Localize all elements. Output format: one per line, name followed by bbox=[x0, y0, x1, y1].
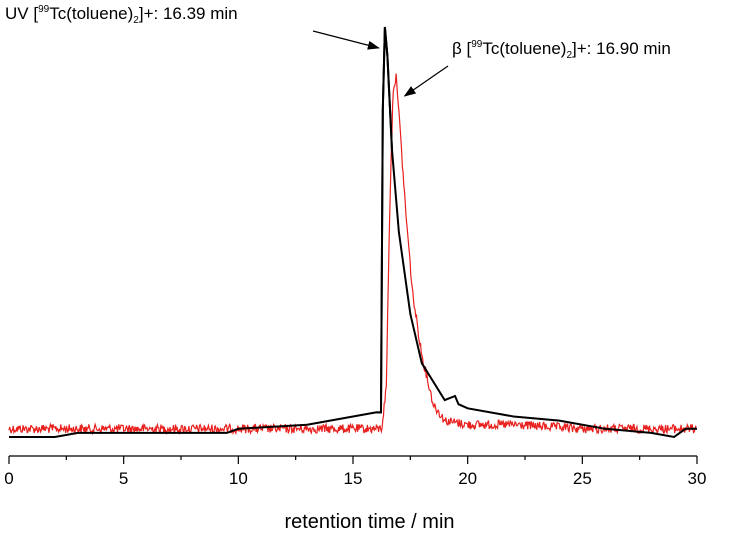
annotation-arrows bbox=[312, 30, 449, 97]
beta-annotation-prefix: β [ bbox=[452, 39, 472, 58]
uv-annotation-subscript: 2 bbox=[133, 15, 139, 26]
x-tick-label: 25 bbox=[573, 469, 592, 488]
uv-annotation-prefix: UV [ bbox=[5, 4, 39, 23]
series-group bbox=[8, 26, 697, 439]
beta-peak-annotation: β [99Tc(toluene)2]+: 16.90 min bbox=[452, 40, 671, 61]
x-tick-label: 10 bbox=[229, 469, 248, 488]
x-tick-label: 15 bbox=[344, 469, 363, 488]
x-axis: 0 5 10 15 20 25 30 bbox=[4, 455, 707, 488]
beta-trace-line bbox=[8, 73, 697, 436]
uv-annotation-isotope: 99 bbox=[38, 4, 50, 15]
beta-annotation-compound: Tc(toluene) bbox=[482, 39, 567, 58]
x-tick-label: 30 bbox=[688, 469, 707, 488]
beta-annotation-suffix: ]+: 16.90 min bbox=[572, 39, 671, 58]
x-axis-label: retention time / min bbox=[284, 511, 455, 533]
x-tick-label: 20 bbox=[458, 469, 477, 488]
uv-annotation-suffix: ]+: 16.39 min bbox=[138, 4, 238, 23]
beta-annotation-isotope: 99 bbox=[471, 39, 483, 50]
beta-annotation-arrow bbox=[403, 65, 449, 97]
uv-peak-annotation: UV [99Tc(toluene)2]+: 16.39 min bbox=[5, 5, 238, 26]
beta-annotation-subscript: 2 bbox=[566, 50, 573, 61]
x-tick-label: 5 bbox=[119, 469, 128, 488]
uv-annotation-compound: Tc(toluene) bbox=[49, 4, 134, 23]
x-tick-label: 0 bbox=[4, 469, 13, 488]
uv-trace-line bbox=[9, 26, 697, 439]
uv-peak-overlay bbox=[375, 26, 393, 414]
uv-annotation-arrow bbox=[312, 30, 380, 50]
